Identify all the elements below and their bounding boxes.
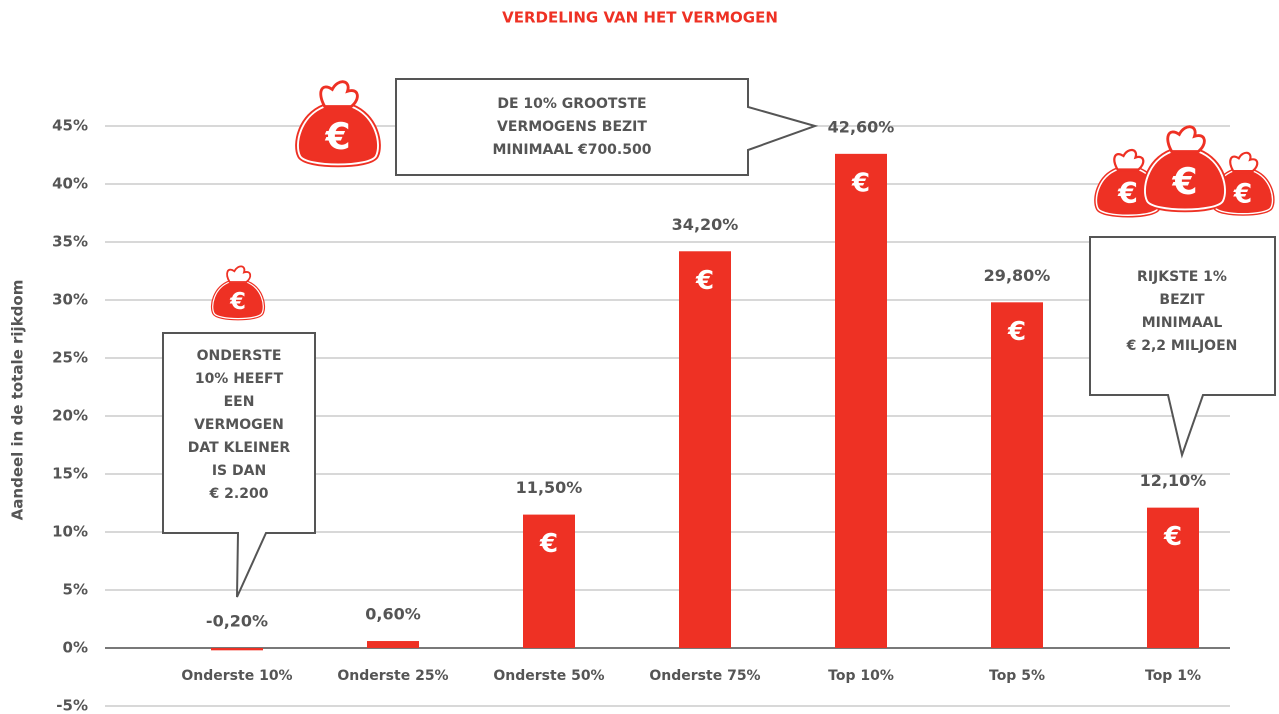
- value-label: -0,20%: [206, 612, 268, 631]
- y-tick-label: 0%: [63, 639, 88, 657]
- bar-symbol: €: [1007, 317, 1026, 347]
- bar-symbol: €: [539, 529, 558, 559]
- y-tick-label: 45%: [52, 117, 88, 135]
- bar-symbol: €: [1163, 522, 1182, 552]
- bag-top: [1113, 148, 1145, 171]
- x-tick-label: Onderste 75%: [649, 668, 760, 684]
- annotation: MINIMAAL: [1142, 315, 1223, 331]
- bar: [679, 251, 731, 648]
- callout-box: [162, 332, 316, 598]
- x-tick-label: Top 1%: [1145, 668, 1201, 684]
- money-bag: €: [210, 265, 266, 321]
- bag-outline: [297, 105, 379, 166]
- annotation: RIJKSTE 1%: [1137, 269, 1227, 285]
- value-label: 34,20%: [672, 215, 739, 234]
- bar: [211, 648, 263, 651]
- annotation: ONDERSTE: [197, 348, 282, 364]
- annotation: EEN: [224, 394, 255, 410]
- value-label: 12,10%: [1140, 471, 1207, 490]
- y-tick-label: 5%: [63, 581, 88, 599]
- bar: [1147, 507, 1199, 648]
- x-tick-label: Onderste 50%: [493, 668, 604, 684]
- bag-symbol: €: [229, 289, 246, 315]
- money-bag: €: [295, 80, 381, 168]
- bar: [367, 641, 419, 648]
- y-tick-label: 40%: [52, 175, 88, 193]
- bag-symbol: €: [324, 115, 350, 158]
- annotation: BEZIT: [1159, 292, 1205, 308]
- bag-top: [226, 265, 252, 283]
- x-tick-label: Onderste 25%: [337, 668, 448, 684]
- x-tick-label: Onderste 10%: [181, 668, 292, 684]
- bar: [835, 153, 887, 648]
- money-bag: €: [1142, 125, 1228, 213]
- annotation: VERMOGEN: [194, 417, 284, 433]
- y-tick-label: 35%: [52, 233, 88, 251]
- bar: [523, 514, 575, 648]
- value-label: 29,80%: [984, 266, 1051, 285]
- annotation: IS DAN: [212, 463, 266, 479]
- callout-box: [395, 78, 819, 176]
- y-tick-label: 15%: [52, 465, 88, 483]
- bag-outline: [1144, 150, 1226, 211]
- bar-symbol: €: [695, 266, 714, 296]
- y-axis-label: Aandeel in de totale rijkdom: [9, 280, 27, 521]
- annotation: € 2.200: [209, 486, 269, 502]
- bag-symbol: €: [1233, 178, 1253, 209]
- y-tick-label: 25%: [52, 349, 88, 367]
- annotation: DE 10% GROOTSTE: [497, 96, 646, 112]
- value-label: 42,60%: [828, 117, 895, 136]
- x-tick-label: Top 5%: [989, 668, 1045, 684]
- y-tick-label: 10%: [52, 523, 88, 541]
- x-tick-label: Top 10%: [828, 668, 894, 684]
- bag-top: [1166, 125, 1206, 153]
- bar: [991, 302, 1043, 648]
- annotation: 10% HEEFT: [195, 371, 284, 387]
- bag-top: [319, 80, 359, 108]
- y-tick-label: 20%: [52, 407, 88, 425]
- value-label: 0,60%: [365, 605, 421, 624]
- bag-symbol: €: [1171, 160, 1197, 203]
- bar-symbol: €: [851, 168, 870, 198]
- value-label: 11,50%: [516, 478, 583, 497]
- callout-box: [1089, 236, 1276, 459]
- y-tick-label: 30%: [52, 291, 88, 309]
- bag-outline: [212, 281, 264, 320]
- y-tick-label: -5%: [56, 697, 88, 714]
- annotation: € 2,2 MILJOEN: [1126, 338, 1238, 354]
- annotation: MINIMAAL €700.500: [493, 142, 652, 158]
- annotation: DAT KLEINER: [188, 440, 291, 456]
- bag-top: [1229, 151, 1259, 173]
- chart-title: VERDELING VAN HET VERMOGEN: [502, 9, 778, 27]
- bag-symbol: €: [1117, 177, 1138, 210]
- annotation: VERMOGENS BEZIT: [497, 119, 647, 135]
